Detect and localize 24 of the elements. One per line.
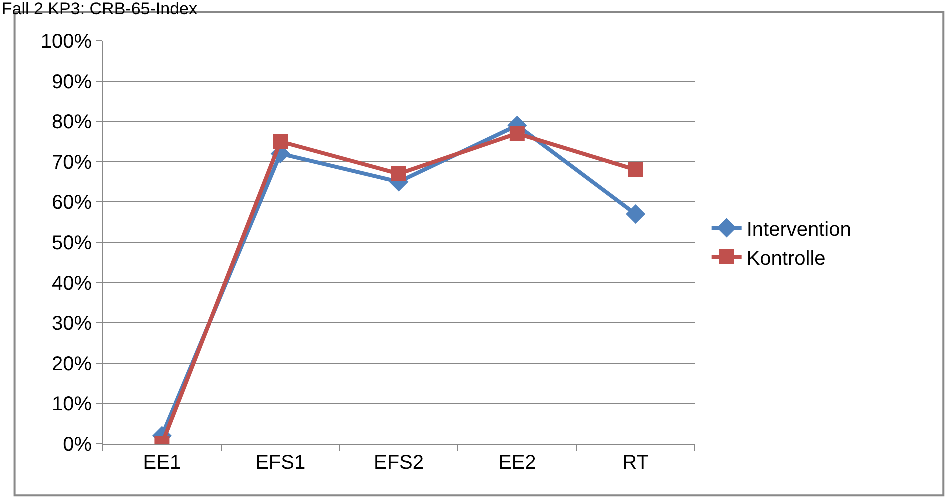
y-tick-label: 100% xyxy=(40,31,92,53)
y-tick-label: 40% xyxy=(52,272,92,295)
x-tick-label: RT xyxy=(622,452,649,474)
point xyxy=(628,162,644,178)
x-tick-label: EE2 xyxy=(498,452,536,474)
y-tick-label: 90% xyxy=(52,71,92,94)
x-tick-label: EFS2 xyxy=(374,452,424,474)
y-tick-label: 50% xyxy=(52,232,92,254)
y-tick-label: 60% xyxy=(52,192,92,214)
x-tick-label: EFS1 xyxy=(256,452,306,474)
point xyxy=(626,204,646,224)
y-tick-label: 0% xyxy=(63,434,92,456)
y-tick-label: 30% xyxy=(52,313,92,336)
point xyxy=(510,126,525,142)
y-tick-label: 80% xyxy=(52,112,92,134)
point xyxy=(273,134,288,150)
legend-label: Intervention xyxy=(746,218,852,241)
y-tick-label: 10% xyxy=(52,394,92,416)
legend-label: Kontrolle xyxy=(746,248,826,270)
y-tick-label: 70% xyxy=(52,152,92,174)
y-tick-label: 20% xyxy=(52,353,92,376)
point xyxy=(392,166,406,182)
chart-title: Fall 2 KP3: CRB-65-Index xyxy=(2,0,198,18)
x-tick-label: EE1 xyxy=(143,452,182,474)
